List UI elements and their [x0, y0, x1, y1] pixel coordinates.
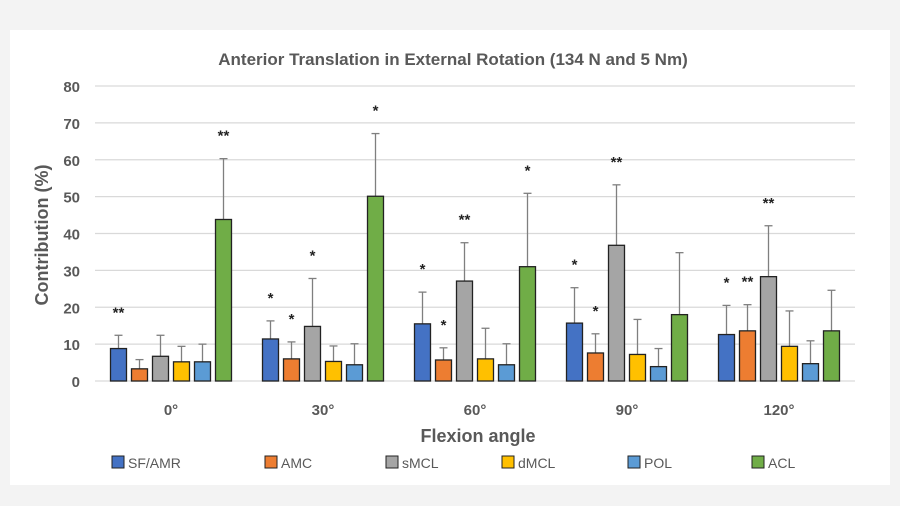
bar-dmcl-0	[172, 361, 191, 382]
bar-amc-3	[586, 352, 605, 382]
y-tick-label: 70	[63, 116, 80, 133]
bar-acl-3	[670, 313, 689, 382]
legend-label: dMCL	[518, 455, 556, 471]
bar-smcl-3	[607, 244, 626, 382]
bar-smcl-2	[455, 280, 474, 382]
bar-smcl-4	[759, 275, 778, 382]
significance-marker: *	[441, 317, 447, 334]
bar-smcl-1	[303, 325, 322, 382]
legend-swatch	[501, 455, 515, 469]
x-tick-label: 0°	[164, 402, 178, 419]
x-tick-label: 30°	[312, 402, 335, 419]
bar-acl-0	[214, 218, 233, 382]
x-tick-label: 120°	[763, 402, 794, 419]
bar-sfamr-0	[109, 347, 128, 382]
bar-acl-4	[822, 330, 841, 382]
x-tick-label: 90°	[616, 402, 639, 419]
legend-label: sMCL	[402, 455, 439, 471]
significance-marker: *	[268, 290, 274, 307]
significance-marker: *	[572, 257, 578, 274]
significance-marker: **	[763, 195, 775, 212]
significance-marker: *	[525, 162, 531, 179]
significance-marker: **	[459, 212, 471, 229]
bar-pol-0	[193, 361, 212, 382]
bar-pol-3	[649, 365, 668, 382]
bar-sfamr-2	[413, 323, 432, 382]
x-axis-label: Flexion angle	[420, 426, 535, 446]
significance-marker: *	[289, 311, 295, 328]
legend-swatch	[627, 455, 641, 469]
bar-amc-4	[738, 330, 757, 382]
y-tick-label: 0	[72, 374, 80, 391]
y-tick-label: 40	[63, 227, 80, 244]
legend-swatch	[111, 455, 125, 469]
bar-smcl-0	[151, 355, 170, 382]
bar-chart: Anterior Translation in External Rotatio…	[32, 50, 855, 471]
y-tick-label: 80	[63, 79, 80, 96]
bar-sfamr-3	[565, 322, 584, 382]
bar-sfamr-1	[261, 338, 280, 382]
significance-marker: *	[593, 303, 599, 320]
bar-sfamr-4	[717, 333, 736, 382]
legend-swatch	[385, 455, 399, 469]
bar-dmcl-4	[780, 345, 799, 382]
bar-amc-0	[130, 368, 149, 382]
significance-marker: **	[218, 128, 230, 145]
bar-pol-1	[345, 364, 364, 382]
bar-amc-1	[282, 358, 301, 382]
chart-title: Anterior Translation in External Rotatio…	[218, 50, 687, 69]
legend-label: ACL	[768, 455, 795, 471]
bar-dmcl-3	[628, 353, 647, 382]
bar-amc-2	[434, 359, 453, 382]
y-tick-label: 10	[63, 337, 80, 354]
legend-label: AMC	[281, 455, 312, 471]
bar-dmcl-2	[476, 358, 495, 382]
legend-swatch	[264, 455, 278, 469]
legend-swatch	[751, 455, 765, 469]
significance-marker: *	[310, 247, 316, 264]
significance-marker: **	[611, 154, 623, 171]
significance-marker: *	[373, 103, 379, 120]
y-tick-label: 20	[63, 300, 80, 317]
significance-marker: *	[724, 274, 730, 291]
legend-label: SF/AMR	[128, 455, 181, 471]
bar-dmcl-1	[324, 360, 343, 382]
y-tick-label: 60	[63, 153, 80, 170]
y-tick-label: 30	[63, 263, 80, 280]
chart-panel: Anterior Translation in External Rotatio…	[10, 30, 890, 485]
y-tick-label: 50	[63, 190, 80, 207]
significance-marker: *	[420, 261, 426, 278]
legend-label: POL	[644, 455, 672, 471]
significance-marker: **	[113, 304, 125, 321]
significance-marker: **	[742, 274, 754, 291]
bar-pol-4	[801, 363, 820, 382]
x-tick-label: 60°	[464, 402, 487, 419]
bar-pol-2	[497, 364, 516, 382]
bar-acl-1	[366, 195, 385, 382]
bar-acl-2	[518, 266, 537, 382]
y-axis-label: Contribution (%)	[32, 165, 52, 306]
